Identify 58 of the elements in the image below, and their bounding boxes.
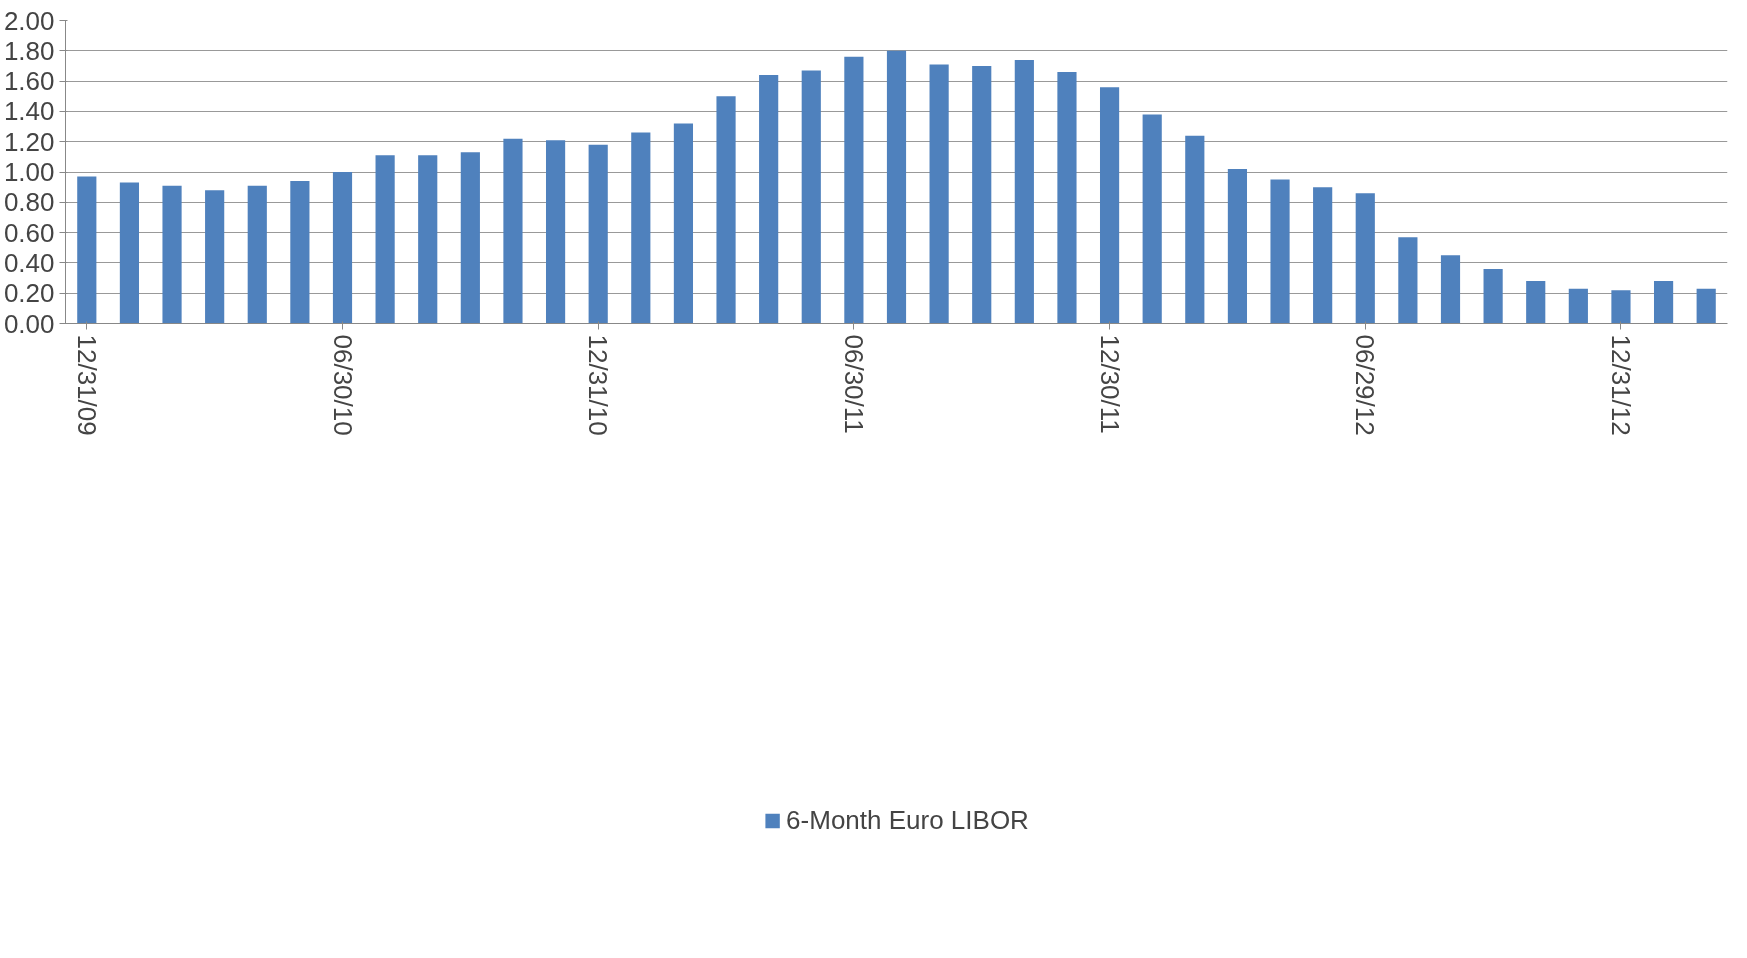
y-tick-label: 0.60 [3,217,55,248]
bar [1653,281,1674,324]
bar [119,182,140,324]
bar [1568,288,1588,324]
x-tick-label: 12/31/10 [583,334,614,436]
bar [1355,193,1375,324]
bar [673,123,694,324]
bar [375,155,395,324]
bar [1398,237,1418,324]
y-tick-label: 1.80 [3,35,55,66]
bar [1185,135,1205,324]
y-tick-label: 0.40 [3,247,55,278]
bar [801,70,821,324]
bar [290,181,310,324]
x-tick-label: 12/31/12 [1605,334,1636,436]
bar [1014,59,1034,324]
bar [162,185,182,324]
y-tick-label: 2.00 [3,5,55,36]
bar [1526,281,1546,324]
y-tick-label: 0.20 [3,278,55,309]
bar [1142,114,1162,324]
bar [1483,268,1503,324]
x-tick-label: 06/30/11 [838,334,869,434]
bar [460,152,480,324]
bar [1313,187,1333,324]
x-tick-label: 06/29/12 [1350,334,1381,436]
bar [631,132,651,324]
x-tick-label: 12/30/11 [1094,334,1125,434]
bar [545,140,566,324]
y-tick-label: 1.00 [3,157,55,187]
bar [418,155,438,324]
x-tick-label: 06/30/10 [327,334,358,436]
legend-label: 6-Month Euro LIBOR [786,804,1029,836]
bar [1611,290,1631,324]
y-tick-label: 1.20 [3,126,55,157]
y-tick-label: 1.40 [3,96,55,127]
bar [929,64,949,324]
bar [1440,255,1461,324]
bar [503,138,523,324]
bar [1696,288,1716,324]
bar [77,176,97,324]
bar [1227,168,1248,324]
bar [588,144,608,324]
x-tick-label: 12/31/09 [71,334,102,436]
bar [759,75,779,324]
y-tick-label: 1.60 [3,66,55,97]
bar [1057,72,1077,324]
bar [1099,87,1120,324]
bar [205,190,225,324]
y-tick-label: 0.00 [3,308,55,339]
bar [332,172,353,324]
bar [844,56,864,324]
y-tick-label: 0.80 [3,187,55,218]
bar [247,185,267,324]
bar [886,50,907,324]
bar [972,65,992,324]
bar [1270,179,1290,324]
bar [716,96,736,324]
